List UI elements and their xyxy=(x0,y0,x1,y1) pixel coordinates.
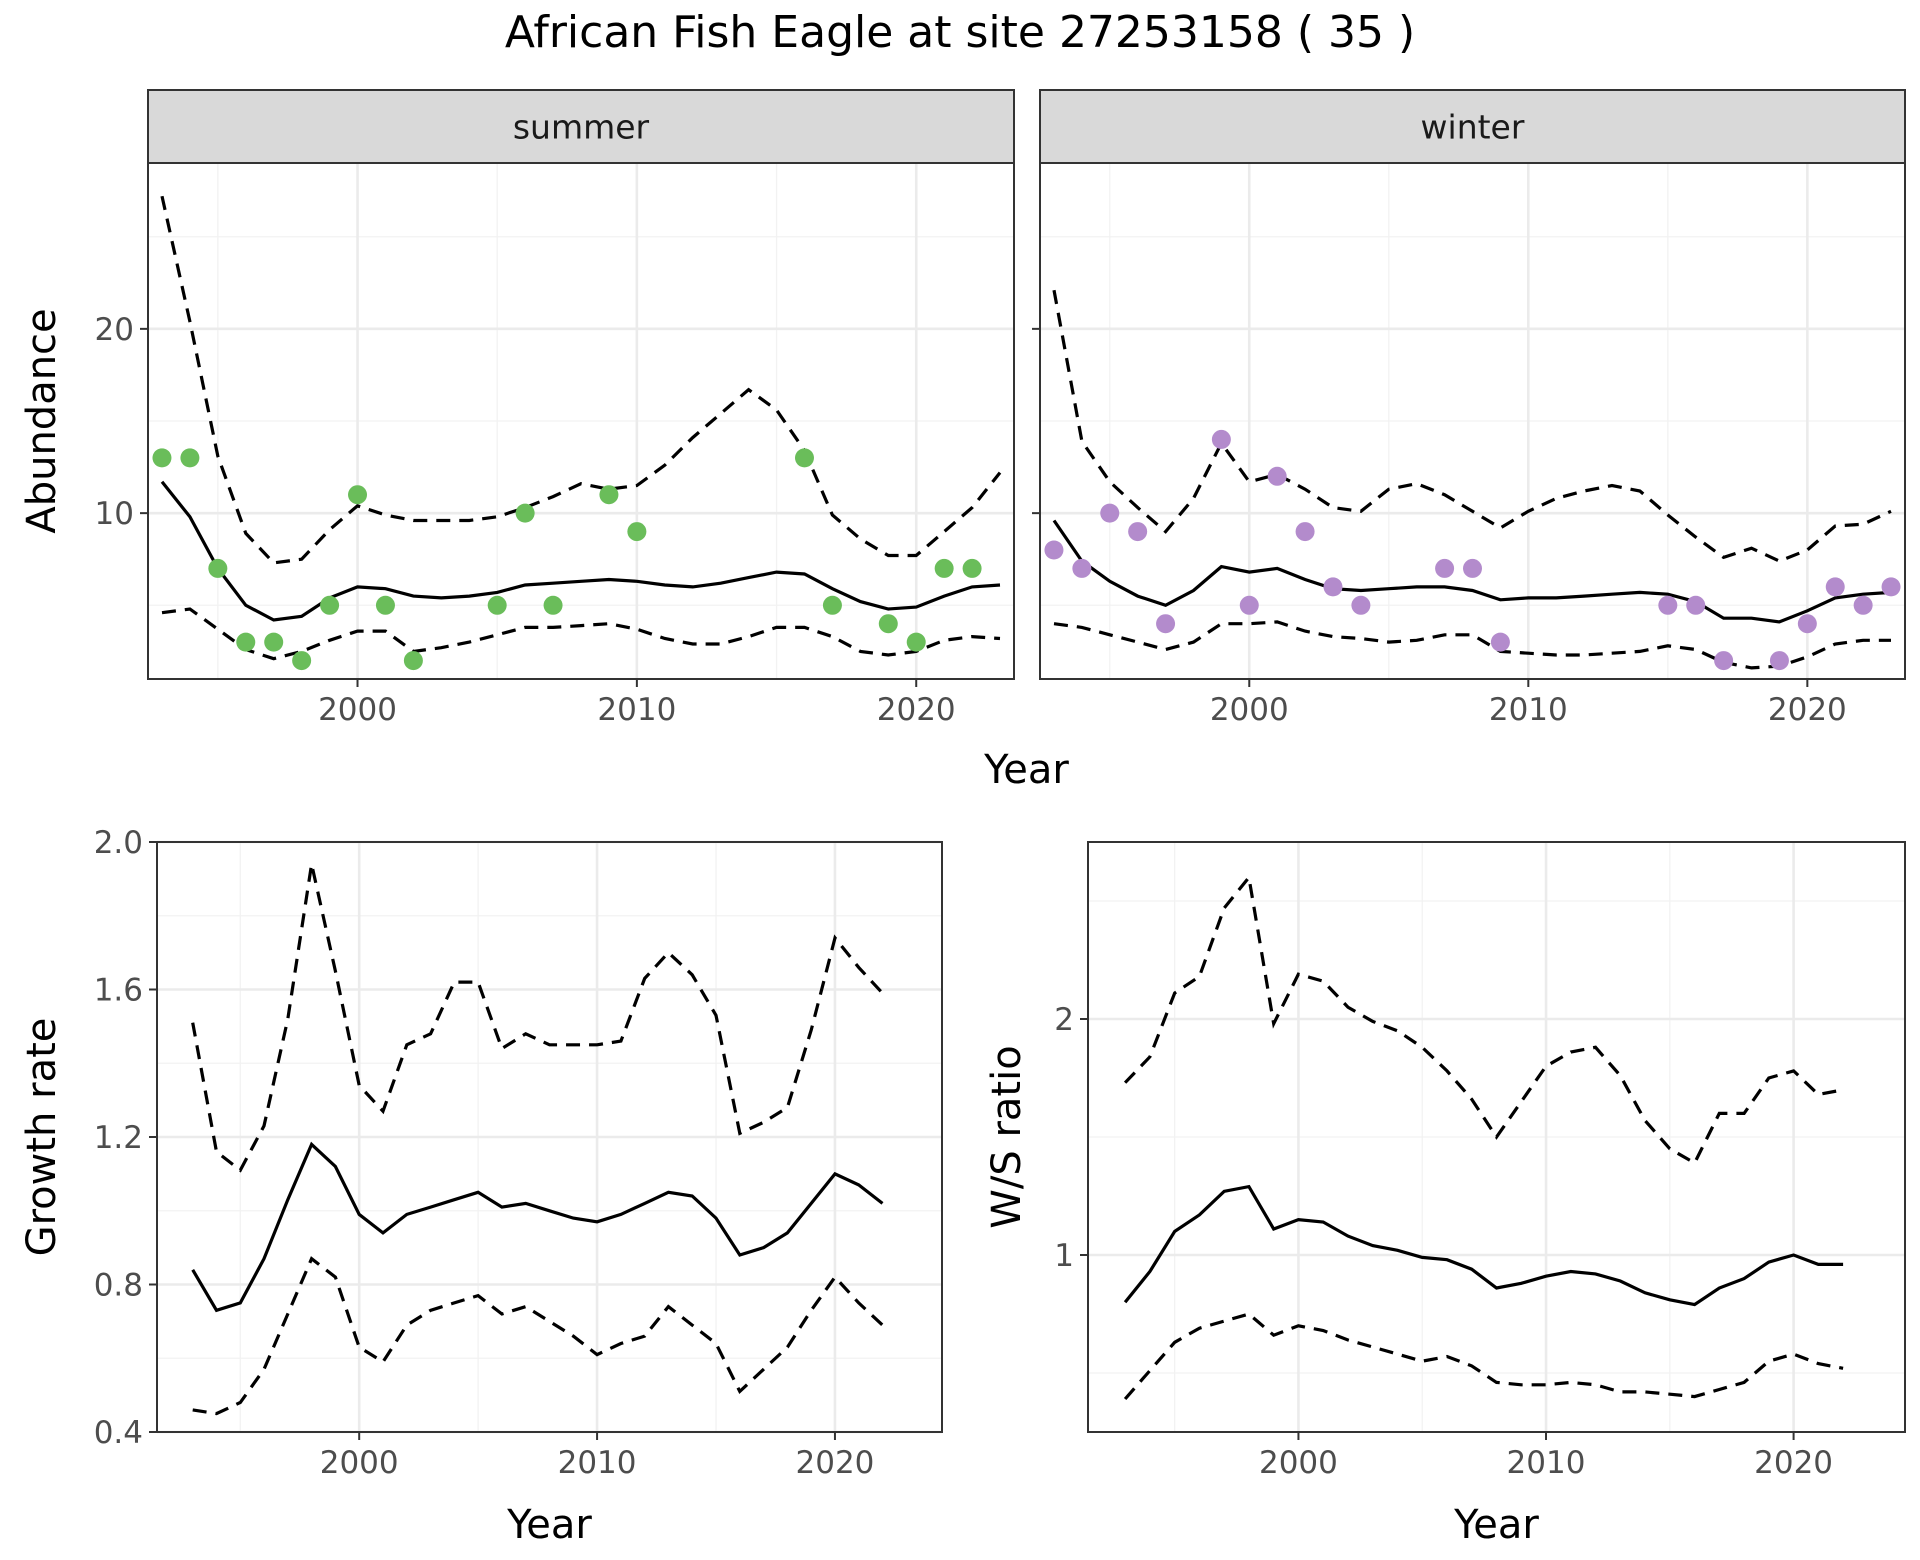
growth-lower-line xyxy=(192,1256,884,1416)
abundance-winter-point xyxy=(1295,522,1315,542)
growth-y-tick-label: 2.0 xyxy=(94,825,143,861)
abundance-summer-point xyxy=(320,595,340,615)
abundance-winter-point xyxy=(1128,522,1148,542)
growth-y-axis-title: Growth rate xyxy=(19,1018,65,1257)
abundance-y-axis-title: Abundance xyxy=(19,308,65,533)
abundance-winter-point xyxy=(1825,577,1845,597)
abundance-winter-mean-line xyxy=(1052,519,1892,624)
abundance-summer-mean-line xyxy=(160,480,1001,622)
facet-strip xyxy=(1039,89,1906,164)
charts: summer 2000 2010 2020 10 20 winter 2000 2010 2020… xyxy=(19,89,1906,1548)
facet-strip-label: winter xyxy=(1421,108,1525,147)
chart-title: African Fish Eagle at site 27253158 ( 35… xyxy=(505,7,1415,58)
abundance-winter-point xyxy=(1156,614,1176,634)
abundance-y-tick-label: 20 xyxy=(95,312,134,348)
abundance-winter-point xyxy=(1211,429,1231,449)
ws_ratio-chart: 2000 2010 2020 1 2 Year W/S ratio xyxy=(984,841,1906,1548)
abundance-summer-point xyxy=(152,448,172,468)
abundance-winter-point xyxy=(1881,577,1901,597)
ws_ratio-x-tick-label: 2010 xyxy=(1507,1445,1586,1481)
abundance-winter-point xyxy=(1853,595,1873,615)
abundance-summer-point xyxy=(599,485,619,505)
abundance-winter-point xyxy=(1714,651,1734,671)
abundance-summer-point xyxy=(348,485,368,505)
ws_ratio-upper-line xyxy=(1123,873,1844,1166)
abundance-winter-point xyxy=(1797,614,1817,634)
abundance-winter-point xyxy=(1239,595,1259,615)
abundance-winter-x-tick-label: 2020 xyxy=(1768,692,1847,728)
abundance-chart: summer 2000 2010 2020 10 20 winter 2000 2010 2020… xyxy=(19,89,1906,793)
abundance-summer-point xyxy=(515,503,535,523)
abundance-summer-x-tick-label: 2000 xyxy=(318,692,397,728)
ws_ratio-x-axis-title: Year xyxy=(1453,1502,1539,1548)
abundance-winter-x-tick-label: 2000 xyxy=(1210,692,1289,728)
abundance-winter-point xyxy=(1351,595,1371,615)
abundance-winter-point xyxy=(1435,558,1455,578)
growth-chart: 2000 2010 2020 0.4 0.8 1.2 1.6 2.0 Year Growth ra… xyxy=(19,825,943,1548)
abundance-summer-x-tick-label: 2010 xyxy=(597,692,676,728)
abundance-summer-x-tick-label: 2020 xyxy=(877,692,956,728)
abundance-winter-point xyxy=(1658,595,1678,615)
ws_ratio-y-tick-label: 1 xyxy=(1054,1238,1074,1274)
abundance-summer-lower-line xyxy=(161,607,1001,661)
abundance-panel-summer: summer 2000 2010 2020 10 20 xyxy=(95,89,1015,728)
abundance-winter-point xyxy=(1323,577,1343,597)
ws_ratio-lower-line xyxy=(1123,1312,1844,1401)
ws_ratio-mean-line xyxy=(1123,1184,1844,1307)
abundance-winter-point xyxy=(1769,651,1789,671)
growth-x-tick-label: 2010 xyxy=(558,1445,637,1481)
abundance-summer-point xyxy=(627,522,647,542)
ws_ratio-x-tick-label: 2020 xyxy=(1754,1445,1833,1481)
abundance-winter-lower-line xyxy=(1053,620,1891,670)
abundance-summer-point xyxy=(878,614,898,634)
abundance-summer-point xyxy=(375,595,395,615)
abundance-summer-point xyxy=(403,651,423,671)
abundance-x-axis-title: Year xyxy=(983,747,1069,793)
growth-y-tick-label: 1.2 xyxy=(94,1120,143,1156)
abundance-summer-point xyxy=(934,558,954,578)
abundance-summer-point xyxy=(208,558,228,578)
abundance-summer-point xyxy=(264,632,284,652)
abundance-summer-point xyxy=(962,558,982,578)
growth-x-axis-title: Year xyxy=(506,1502,592,1548)
ws_ratio-x-tick-label: 2000 xyxy=(1259,1445,1338,1481)
facet-strip-label: summer xyxy=(513,108,650,147)
abundance-summer-point xyxy=(906,632,926,652)
growth-y-tick-label: 0.4 xyxy=(94,1415,143,1451)
abundance-summer-point xyxy=(180,448,200,468)
ws_ratio-y-axis-title: W/S ratio xyxy=(984,1045,1030,1228)
abundance-winter-point xyxy=(1463,558,1482,578)
abundance-winter-x-tick-label: 2010 xyxy=(1489,692,1568,728)
growth-x-tick-label: 2000 xyxy=(320,1445,399,1481)
growth-y-tick-label: 0.8 xyxy=(94,1268,143,1304)
abundance-summer-point xyxy=(822,595,842,615)
abundance-summer-point xyxy=(236,632,256,652)
abundance-summer-point xyxy=(794,448,814,468)
facet-strip xyxy=(147,89,1015,164)
abundance-summer-point xyxy=(292,651,312,671)
growth-mean-line xyxy=(191,1141,884,1313)
abundance-y-tick-label: 10 xyxy=(95,496,134,532)
abundance-winter-upper-line xyxy=(1052,289,1892,563)
abundance-winter-point xyxy=(1490,632,1510,652)
abundance-summer-point xyxy=(543,595,563,615)
growth-x-tick-label: 2020 xyxy=(796,1445,875,1481)
abundance-winter-point xyxy=(1686,595,1706,615)
ws_ratio-y-tick-label: 2 xyxy=(1054,1002,1074,1038)
abundance-winter-point xyxy=(1267,466,1287,486)
abundance-summer-point xyxy=(487,595,507,615)
growth-y-tick-label: 1.6 xyxy=(94,973,143,1009)
abundance-panel-winter: winter 2000 2010 2020 xyxy=(1032,89,1906,728)
abundance-winter-point xyxy=(1044,540,1064,560)
panel-border xyxy=(1087,841,1906,1433)
abundance-summer-upper-line xyxy=(160,195,1002,565)
abundance-winter-point xyxy=(1072,558,1092,578)
abundance-winter-point xyxy=(1100,503,1120,523)
